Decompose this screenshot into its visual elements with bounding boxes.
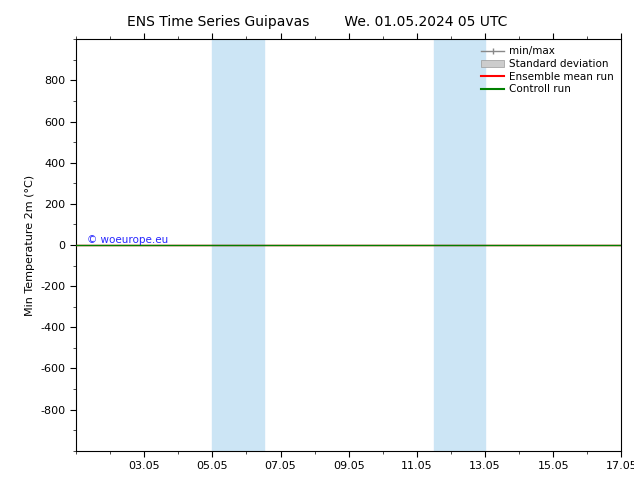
Text: ENS Time Series Guipavas        We. 01.05.2024 05 UTC: ENS Time Series Guipavas We. 01.05.2024 … (127, 15, 507, 29)
Bar (434, 39, 485, 451)
Y-axis label: Min Temperature 2m (°C): Min Temperature 2m (°C) (25, 174, 35, 316)
Legend: min/max, Standard deviation, Ensemble mean run, Controll run: min/max, Standard deviation, Ensemble me… (479, 45, 616, 97)
Bar (212, 39, 264, 451)
Text: © woeurope.eu: © woeurope.eu (87, 235, 168, 245)
